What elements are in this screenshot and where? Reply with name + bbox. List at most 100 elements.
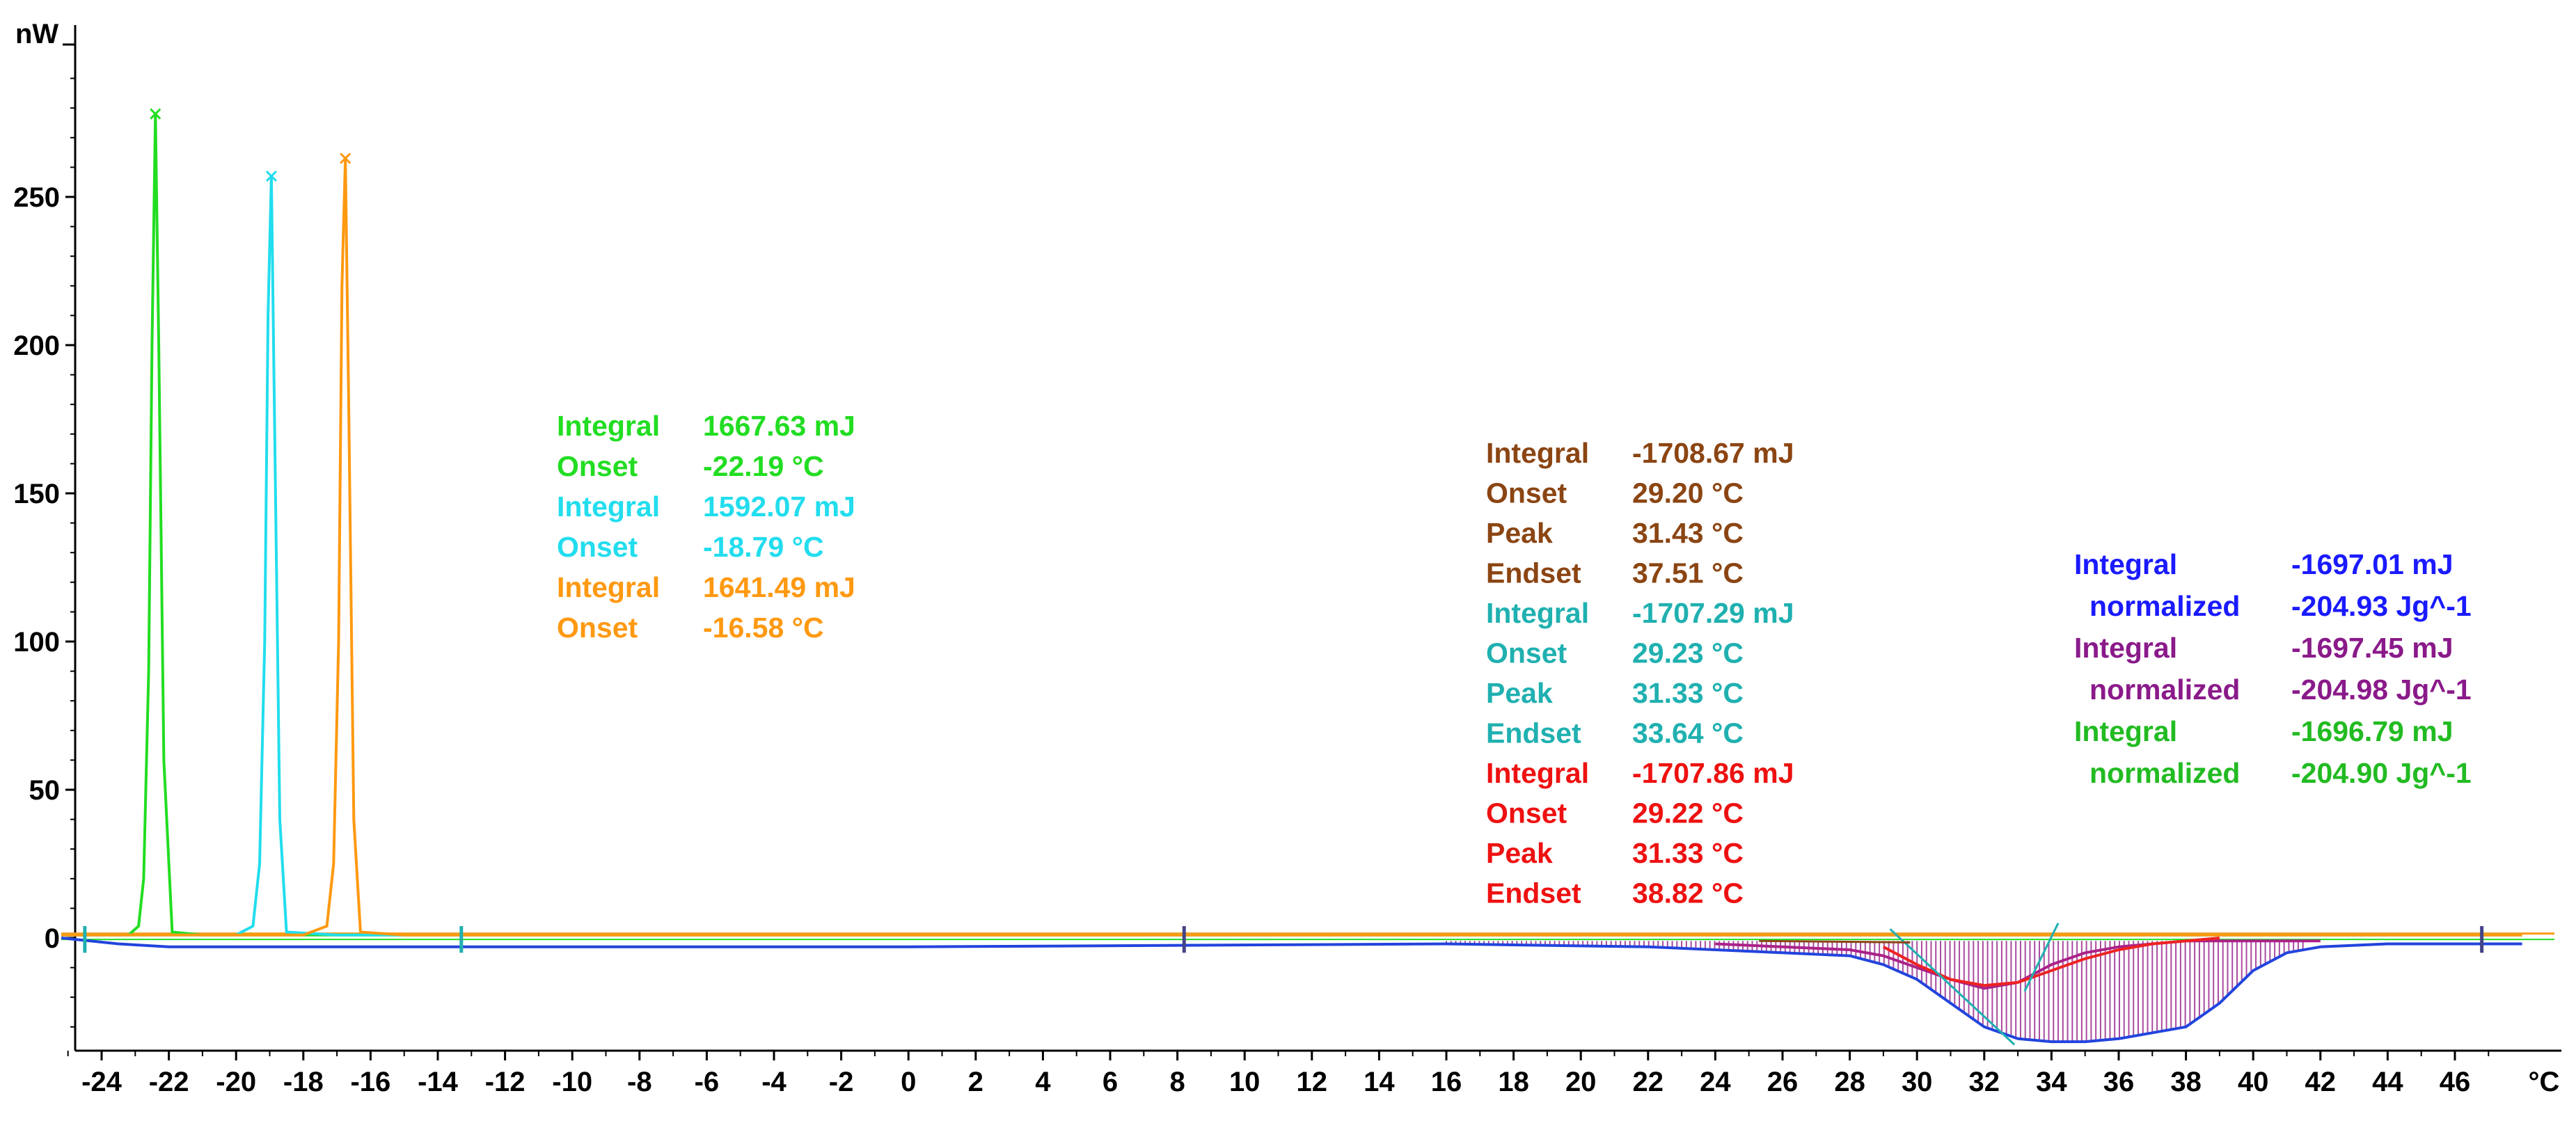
x-tick-label: 20 — [1565, 1067, 1597, 1097]
annotation-label: Onset — [557, 531, 638, 563]
annotation-label: normalized — [2089, 590, 2240, 622]
annotation-value: 37.51 °C — [1632, 557, 1744, 589]
peak-marker-2 — [265, 170, 277, 182]
annotation-value: -1697.01 mJ — [2291, 548, 2453, 580]
x-tick-label: 32 — [1969, 1067, 2000, 1097]
series-line-5 — [1715, 939, 2321, 990]
annotation-label: Onset — [1486, 797, 1567, 829]
x-tick-label: 10 — [1229, 1067, 1261, 1097]
annotation-label: Integral — [1486, 757, 1589, 789]
annotation-value: 29.22 °C — [1632, 797, 1744, 829]
annotation-value: -1708.67 mJ — [1632, 437, 1794, 469]
annotation-value: 29.20 °C — [1632, 477, 1744, 509]
annotation-value: -22.19 °C — [703, 450, 824, 482]
y-tick-label: 50 — [29, 775, 61, 806]
x-tick-label: 40 — [2238, 1067, 2269, 1097]
x-tick-label: 24 — [1700, 1067, 1731, 1097]
series-group — [61, 108, 2554, 1046]
y-tick-label: 150 — [13, 479, 60, 509]
y-tick-label: 200 — [13, 331, 60, 361]
peak-marker-1 — [150, 108, 161, 120]
x-tick-label: -20 — [216, 1067, 256, 1097]
annotation-label: Integral — [2074, 548, 2177, 580]
x-tick-label: 36 — [2103, 1067, 2135, 1097]
onset-tangent-line — [1889, 928, 2016, 1046]
annotation-value: -18.79 °C — [703, 531, 824, 563]
x-tick-label: 0 — [901, 1067, 916, 1097]
annotation-label: Integral — [2074, 715, 2177, 747]
x-tick-label: -12 — [485, 1067, 526, 1097]
y-axis-label: nW — [15, 19, 58, 49]
series-line-6 — [1882, 937, 2220, 987]
annotation-label: Integral — [1486, 437, 1589, 469]
annotation-value: 31.33 °C — [1632, 677, 1744, 709]
x-tick-label: -22 — [149, 1067, 189, 1097]
x-tick-label: 30 — [1902, 1067, 1933, 1097]
annotation-value: -16.58 °C — [703, 612, 824, 644]
annotation-group: Integral 1667.63 mJ Onset -22.19 °C Integral… — [557, 410, 2472, 909]
integral-hatch-group — [1446, 941, 2304, 1042]
annotation-value: -1696.79 mJ — [2291, 715, 2453, 747]
annotation-value: 33.64 °C — [1632, 717, 1744, 749]
series-line-1 — [61, 112, 2522, 937]
endset-tangent-line — [2023, 923, 2060, 992]
x-tick-label: 44 — [2372, 1067, 2403, 1097]
series-line-3 — [61, 157, 2522, 937]
annotation-value: 1641.49 mJ — [703, 571, 855, 603]
annotation-value: -204.98 Jg^-1 — [2291, 674, 2472, 706]
x-tick-label: 42 — [2305, 1067, 2337, 1097]
x-tick-label: 26 — [1767, 1067, 1799, 1097]
x-tick-label: 22 — [1633, 1067, 1664, 1097]
annotation-value: -204.93 Jg^-1 — [2291, 590, 2472, 622]
y-tick-label: 0 — [45, 923, 60, 954]
annotation-label: Endset — [1486, 717, 1581, 749]
annotation-value: 31.33 °C — [1632, 837, 1744, 869]
y-tick-label: 100 — [13, 627, 60, 658]
x-tick-label: 4 — [1035, 1067, 1051, 1097]
annotation-label: Endset — [1486, 557, 1581, 589]
annotation-value: 1667.63 mJ — [703, 410, 855, 442]
y-tick-label: 250 — [13, 182, 60, 213]
annotation-label: normalized — [2089, 757, 2240, 789]
x-tick-label: -10 — [552, 1067, 592, 1097]
annotation-label: Onset — [1486, 477, 1567, 509]
x-tick-label: -24 — [81, 1067, 123, 1097]
annotation-label: Integral — [557, 410, 660, 442]
annotation-label: normalized — [2089, 674, 2240, 706]
annotation-value: 31.43 °C — [1632, 517, 1744, 549]
annotation-label: Integral — [2074, 632, 2177, 664]
annotation-value: 1592.07 mJ — [703, 491, 855, 523]
series-line-4 — [61, 937, 2522, 1044]
x-tick-label: 12 — [1297, 1067, 1328, 1097]
annotation-value: 38.82 °C — [1632, 877, 1744, 909]
annotation-value: -1707.29 mJ — [1632, 597, 1794, 629]
x-tick-label: -4 — [761, 1067, 787, 1097]
x-tick-label: -6 — [695, 1067, 720, 1097]
x-tick-label: 8 — [1169, 1067, 1185, 1097]
peak-marker-3 — [340, 152, 351, 164]
x-tick-label: -14 — [418, 1067, 459, 1097]
x-tick-label: 14 — [1364, 1067, 1395, 1097]
x-tick-label: 28 — [1834, 1067, 1865, 1097]
x-tick-label: -2 — [829, 1067, 854, 1097]
x-axis-label: °C — [2529, 1067, 2560, 1097]
annotation-label: Peak — [1486, 837, 1553, 869]
annotation-label: Integral — [1486, 597, 1589, 629]
annotation-label: Integral — [557, 571, 660, 603]
x-tick-label: 2 — [968, 1067, 983, 1097]
x-tick-label: -8 — [627, 1067, 652, 1097]
annotation-value: -1697.45 mJ — [2291, 632, 2453, 664]
annotation-value: 29.23 °C — [1632, 637, 1744, 669]
x-tick-label: -18 — [283, 1067, 324, 1097]
x-tick-label: 34 — [2036, 1067, 2067, 1097]
annotation-label: Onset — [557, 612, 638, 644]
annotation-label: Onset — [557, 450, 638, 482]
x-tick-label: 16 — [1431, 1067, 1462, 1097]
x-tick-label: 6 — [1103, 1067, 1118, 1097]
annotation-value: -1707.86 mJ — [1632, 757, 1794, 789]
x-tick-label: 18 — [1498, 1067, 1529, 1097]
x-tick-label: 38 — [2170, 1067, 2202, 1097]
annotation-label: Peak — [1486, 517, 1553, 549]
